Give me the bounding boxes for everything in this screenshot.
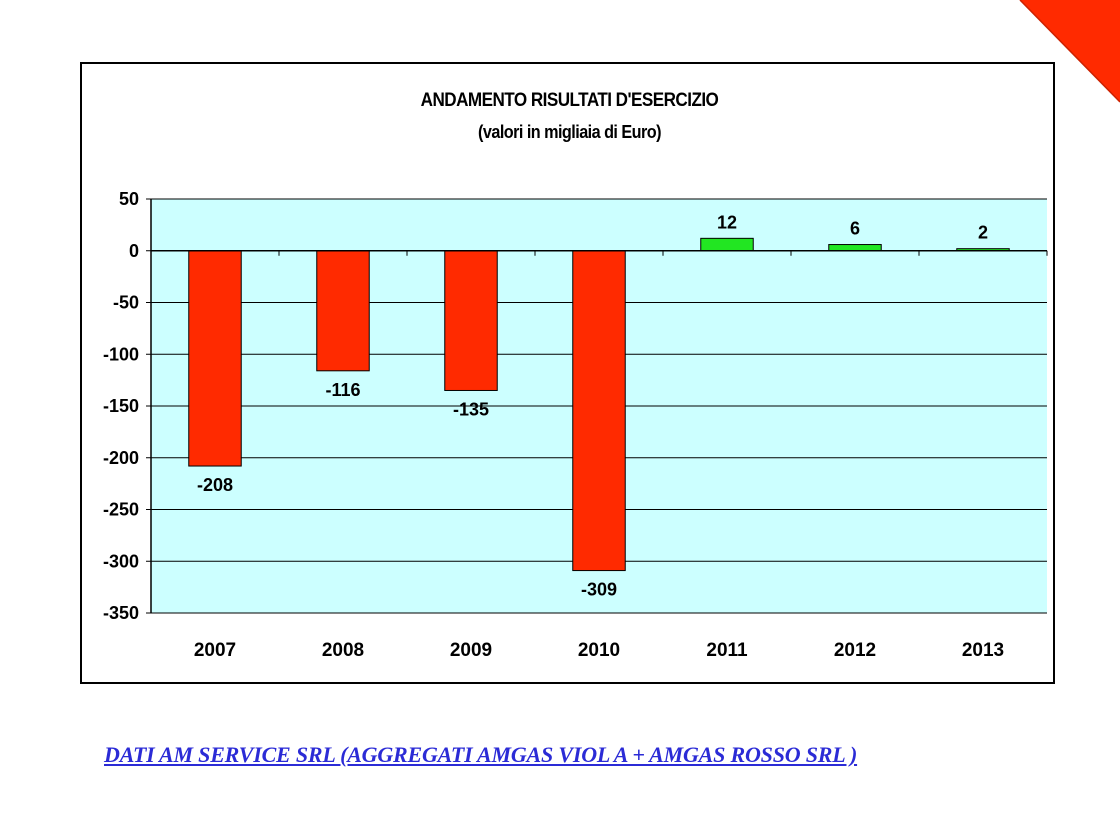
source-caption[interactable]: DATI AM SERVICE SRL (AGGREGATI AMGAS VIO… [104, 742, 858, 767]
data-label-2008: -116 [325, 380, 360, 400]
y-tick-label: 50 [119, 189, 139, 209]
bar-chart: 50 0 -50 -100 -150 -200 -250 -300 -350 -208 2007 -1… [103, 189, 1048, 661]
y-tick-label: -250 [103, 500, 139, 520]
data-label-2012: 6 [850, 219, 860, 239]
bar-2008[interactable] [316, 250, 370, 372]
y-tick-label: 0 [129, 241, 139, 261]
corner-triangle-decoration [1019, 0, 1120, 103]
bar-2011[interactable] [700, 237, 754, 252]
data-label-2007: -208 [197, 475, 233, 495]
y-tick-label: -350 [103, 603, 139, 623]
x-tick-label-2013: 2013 [962, 640, 1004, 661]
y-tick-label: -300 [103, 551, 139, 571]
y-tick-label: -50 [113, 293, 139, 313]
x-tick-label-2008: 2008 [322, 640, 364, 661]
bar-2007[interactable] [188, 250, 242, 467]
data-label-2013: 2 [978, 223, 988, 243]
y-tick-label: -200 [103, 448, 139, 468]
data-label-2011: 12 [717, 212, 737, 232]
bar-2010[interactable] [572, 250, 626, 572]
x-tick-label-2009: 2009 [450, 640, 492, 661]
data-label-2009: -135 [453, 399, 489, 419]
data-label-2010: -309 [581, 580, 617, 600]
y-tick-label: -100 [103, 344, 139, 364]
x-tick-label-2010: 2010 [578, 640, 620, 661]
x-tick-label-2012: 2012 [834, 640, 876, 661]
chart-title: ANDAMENTO RISULTATI D'ESERCIZIO [420, 90, 719, 111]
bar-2009[interactable] [444, 250, 498, 391]
bar-2012[interactable] [828, 244, 882, 252]
y-tick-label: -150 [103, 396, 139, 416]
chart-subtitle: (valori in migliaia di Euro) [478, 122, 661, 142]
x-tick-label-2007: 2007 [194, 640, 236, 661]
x-tick-label-2011: 2011 [706, 640, 748, 661]
chart-frame: ANDAMENTO RISULTATI D'ESERCIZIO (valori … [80, 62, 1055, 684]
